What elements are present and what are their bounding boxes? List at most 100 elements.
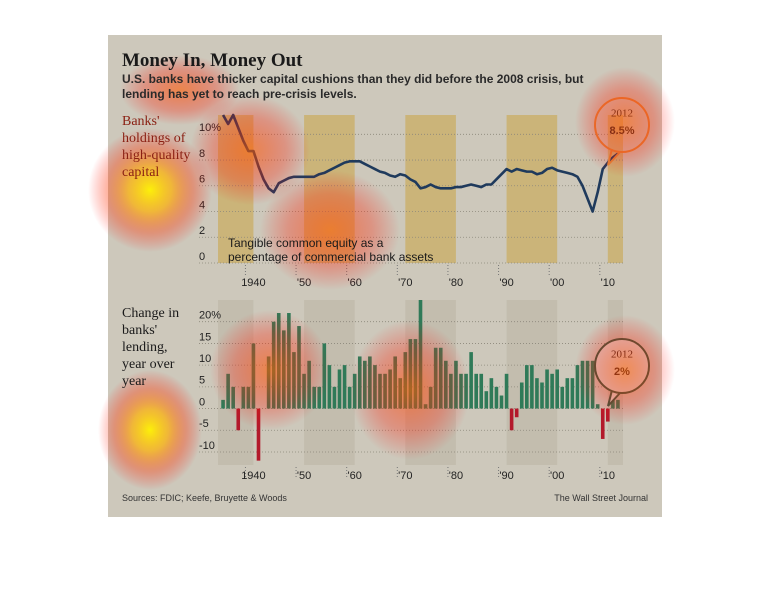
y-tick-label: -5 <box>199 418 209 430</box>
bar <box>494 386 499 409</box>
bar <box>444 360 448 409</box>
bar <box>276 313 281 409</box>
bar <box>231 386 235 409</box>
bar <box>454 360 458 409</box>
y-tick-label: 5 <box>199 375 205 387</box>
x-tick-label: '90 <box>499 470 513 482</box>
x-tick-label: 1940 <box>241 470 265 482</box>
x-tick-label: 1940 <box>241 277 265 289</box>
bar <box>297 326 301 409</box>
annotation: Tangible common equity as a percentage o… <box>228 236 434 264</box>
chart-label: Change in banks' lending, year over year <box>122 306 180 389</box>
background <box>108 35 662 517</box>
bar <box>535 378 539 409</box>
x-tick-label: '60 <box>348 470 362 482</box>
bar <box>555 369 559 409</box>
bar <box>484 391 489 409</box>
bar <box>271 321 276 409</box>
bar <box>438 347 443 409</box>
bar <box>459 373 463 409</box>
bar <box>302 373 306 409</box>
subtitle: U.S. banks have thicker capital cushions… <box>122 72 584 101</box>
x-tick-label: '90 <box>499 277 513 289</box>
bar <box>570 378 575 409</box>
bar <box>433 347 438 409</box>
bar <box>504 373 509 409</box>
bar <box>418 300 423 409</box>
bar <box>342 365 347 409</box>
decade-band <box>506 115 558 263</box>
bar <box>600 408 605 439</box>
x-tick-label: '50 <box>297 470 311 482</box>
bar <box>378 373 382 409</box>
bar <box>428 386 433 409</box>
credit: The Wall Street Journal <box>554 493 648 503</box>
bar <box>388 369 392 409</box>
bar <box>499 395 504 409</box>
x-tick-label: '50 <box>297 277 311 289</box>
y-tick-label: 0 <box>199 251 205 263</box>
bar <box>606 408 610 422</box>
bar <box>251 343 256 409</box>
bar <box>322 343 327 409</box>
bar <box>525 365 529 409</box>
chart-label: Banks' holdings of high-quality capital <box>122 114 191 180</box>
bar <box>332 386 337 409</box>
bar <box>246 386 251 409</box>
bar <box>560 386 565 409</box>
bar <box>474 373 478 409</box>
bar <box>398 378 403 409</box>
bar <box>312 386 316 409</box>
bar <box>489 378 494 409</box>
bar <box>413 339 418 409</box>
bar <box>292 352 296 409</box>
bar <box>307 360 311 409</box>
bar <box>352 373 357 409</box>
y-tick-label: 10 <box>199 353 211 365</box>
x-tick-label: '00 <box>550 277 564 289</box>
bar <box>514 408 519 418</box>
bar <box>585 360 590 409</box>
x-tick-label: '80 <box>449 470 463 482</box>
bar <box>464 373 468 409</box>
x-tick-label: '60 <box>348 277 362 289</box>
y-tick-label: 20% <box>199 310 221 322</box>
bar <box>423 404 428 409</box>
bar <box>363 360 367 409</box>
bar <box>449 373 453 409</box>
x-tick-label: '00 <box>550 470 564 482</box>
callout-value: 2% <box>614 366 630 378</box>
callout-year: 2012 <box>611 108 633 120</box>
y-tick-label: -10 <box>199 440 215 452</box>
bar <box>509 408 514 431</box>
y-tick-label: 0 <box>199 396 205 408</box>
bar <box>616 399 620 409</box>
bar <box>575 365 580 409</box>
bar <box>403 352 408 409</box>
bar <box>226 373 230 409</box>
bar <box>241 386 246 409</box>
x-tick-label: '10 <box>601 277 615 289</box>
bar <box>540 382 544 409</box>
bar <box>266 356 271 409</box>
bar <box>545 369 549 409</box>
bar <box>373 365 377 409</box>
bar <box>565 378 570 409</box>
bar <box>408 339 413 409</box>
decade-band <box>218 300 254 465</box>
bar <box>287 313 291 409</box>
y-tick-label: 2 <box>199 225 205 237</box>
bar <box>337 369 342 409</box>
bar <box>550 373 554 409</box>
bar <box>368 356 372 409</box>
bar <box>347 386 352 409</box>
y-tick-label: 15 <box>199 331 211 343</box>
bar <box>317 386 322 409</box>
bar <box>256 408 261 461</box>
x-tick-label: '70 <box>398 277 412 289</box>
callout-year: 2012 <box>611 349 633 361</box>
bar <box>519 382 524 409</box>
x-tick-label: '10 <box>601 470 615 482</box>
bar <box>357 356 362 409</box>
